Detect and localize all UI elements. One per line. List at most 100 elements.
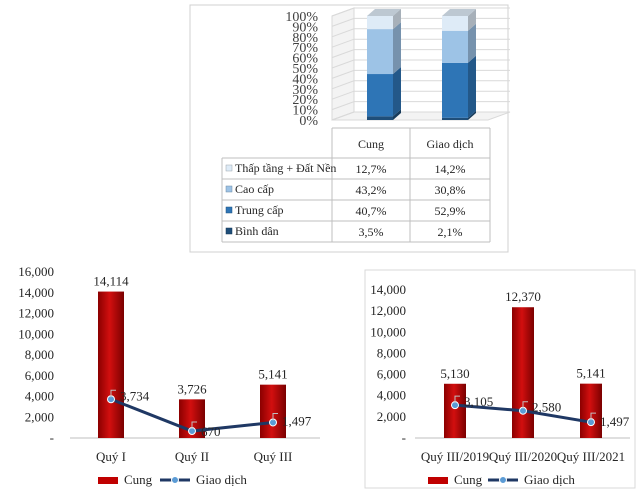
x-axis-ticks: Quý III/2019 Quý III/2020 Quý III/2021 [421, 449, 625, 464]
y-tick-label: 6,000 [377, 367, 406, 382]
x-tick-label: Quý I [96, 449, 126, 464]
y-tick-label: 80% [292, 31, 318, 46]
legend-label-supply: Cung [454, 472, 483, 487]
y-tick-label: 4,000 [25, 389, 54, 404]
legend-swatch-marker [171, 476, 179, 484]
y-tick-label: - [50, 430, 54, 445]
bar-segment-front [367, 74, 393, 117]
bar-top-face [442, 9, 476, 16]
table-column-header: Cung [358, 137, 384, 151]
bar-segment-side [468, 23, 476, 63]
bar-segment-side [393, 109, 401, 120]
supply-data-label: 5,141 [576, 366, 605, 381]
y-tick-label: 12,000 [18, 306, 54, 321]
legend: Cung Giao dịch [98, 472, 247, 487]
y-tick-label: 2,000 [25, 409, 54, 424]
y-tick-label: 16,000 [18, 264, 54, 279]
table-row-label: Bình dân [235, 224, 279, 238]
y-axis-ticks: - 2,000 4,000 6,000 8,000 10,000 12,000 14,000 [370, 282, 406, 445]
bar-segment-side [468, 9, 476, 31]
supply-bar [260, 384, 286, 438]
x-axis-ticks: Quý I Quý II Quý III [96, 449, 292, 464]
table-cell-value: 2,1% [438, 225, 463, 239]
stacked-share-chart: 0%10%20%30%40%50%60%70%80%90%100% Cung Gi… [189, 4, 511, 253]
y-tick-label: 30% [292, 83, 318, 98]
legend-swatch-bar [98, 477, 118, 484]
bar-segment-front [442, 117, 468, 120]
data-table: Cung Giao dịch Thấp tầng + Đất Nền 12,7% 14,… [221, 127, 491, 243]
transaction-data-label: 3,734 [120, 388, 150, 403]
label-leader-line [272, 412, 278, 421]
supply-bar [580, 383, 602, 438]
table-cell-value: 12,7% [356, 162, 387, 176]
supply-data-label: 5,130 [440, 366, 469, 381]
y-tick-label: 14,000 [18, 285, 54, 300]
label-leader-line [522, 401, 528, 409]
y-axis-ticks: - 2,000 4,000 6,000 8,000 10,000 12,000 14,000 1… [18, 264, 54, 445]
label-leader-line [110, 389, 116, 398]
supply-bars: 5,130 12,370 5,141 [440, 289, 606, 438]
table-cell-value: 40,7% [356, 204, 387, 218]
y-tick-label: 12,000 [370, 303, 406, 318]
y-tick-label: 10% [292, 104, 318, 119]
table-row-label: Thấp tầng + Đất Nền [235, 161, 336, 175]
chart-area-border [364, 269, 636, 489]
legend-swatch [225, 227, 233, 235]
x-tick-label: Quý III/2020 [489, 449, 557, 464]
transaction-data-label: 1,497 [282, 413, 312, 428]
transaction-data-label: 1,497 [600, 414, 630, 429]
legend-label-transaction: Giao dịch [524, 472, 575, 487]
y-tick-label: 10,000 [370, 324, 406, 339]
y-tick-label: 6,000 [25, 368, 54, 383]
transaction-data-label: 670 [201, 424, 221, 439]
legend-label-supply: Cung [124, 472, 153, 487]
legend: Cung Giao dịch [428, 472, 575, 487]
table-cell-value: 3,5% [359, 225, 384, 239]
floor [331, 111, 511, 121]
bar-segment-side [393, 8, 401, 30]
table-row-label: Trung cấp [235, 203, 284, 217]
transaction-data-label: 3,105 [464, 394, 493, 409]
yearly-q3-supply-transaction-chart: -2,0004,0006,0008,00010,00012,00014,000 … [364, 269, 636, 489]
bar-segment-front [442, 16, 468, 31]
x-tick-label: Quý III/2021 [557, 449, 625, 464]
table-cell-value: 43,2% [356, 183, 387, 197]
legend-swatch-bar [428, 477, 448, 484]
bar-segment-front [367, 116, 393, 120]
y-tick-label: 8,000 [377, 345, 406, 360]
table-column-header: Giao dịch [427, 137, 474, 151]
supply-data-label: 3,726 [177, 381, 207, 396]
y-tick-label: 8,000 [25, 347, 54, 362]
label-leader-line [191, 421, 197, 430]
bar-segment-front [442, 62, 468, 118]
label-leader-line [454, 395, 460, 404]
x-tick-label: Quý II [175, 449, 209, 464]
supply-bar [98, 291, 124, 438]
transaction-line: 3,734 670 1,497 [107, 388, 312, 439]
transaction-line: 3,105 2,580 1,497 [451, 394, 630, 429]
bar-segment-side [468, 110, 476, 120]
y-tick-label: 14,000 [370, 282, 406, 297]
supply-data-label: 5,141 [258, 367, 287, 382]
supply-bars: 14,114 3,726 5,141 [93, 274, 288, 438]
table-cell-value: 52,9% [435, 204, 466, 218]
y-tick-label: 10,000 [18, 326, 54, 341]
supply-bar [444, 383, 466, 438]
legend-swatch [225, 185, 233, 193]
y-axis-ticks: 0%10%20%30%40%50%60%70%80%90%100% [285, 10, 318, 129]
y-tick-label: 40% [292, 72, 318, 87]
y-tick-label: 2,000 [377, 409, 406, 424]
legend-label-transaction: Giao dịch [196, 472, 247, 487]
bar-segment-front [367, 29, 393, 75]
bar-segment-front [367, 15, 393, 30]
x-tick-label: Quý III [254, 449, 293, 464]
supply-data-label: 14,114 [93, 274, 129, 289]
legend-swatch-marker [499, 476, 507, 484]
supply-data-label: 12,370 [505, 289, 541, 304]
y-tick-label: 90% [292, 20, 318, 35]
table-row-label: Cao cấp [235, 182, 274, 196]
y-tick-label: 70% [292, 41, 318, 56]
y-tick-label: - [402, 430, 406, 445]
transaction-data-label: 2,580 [532, 400, 561, 415]
